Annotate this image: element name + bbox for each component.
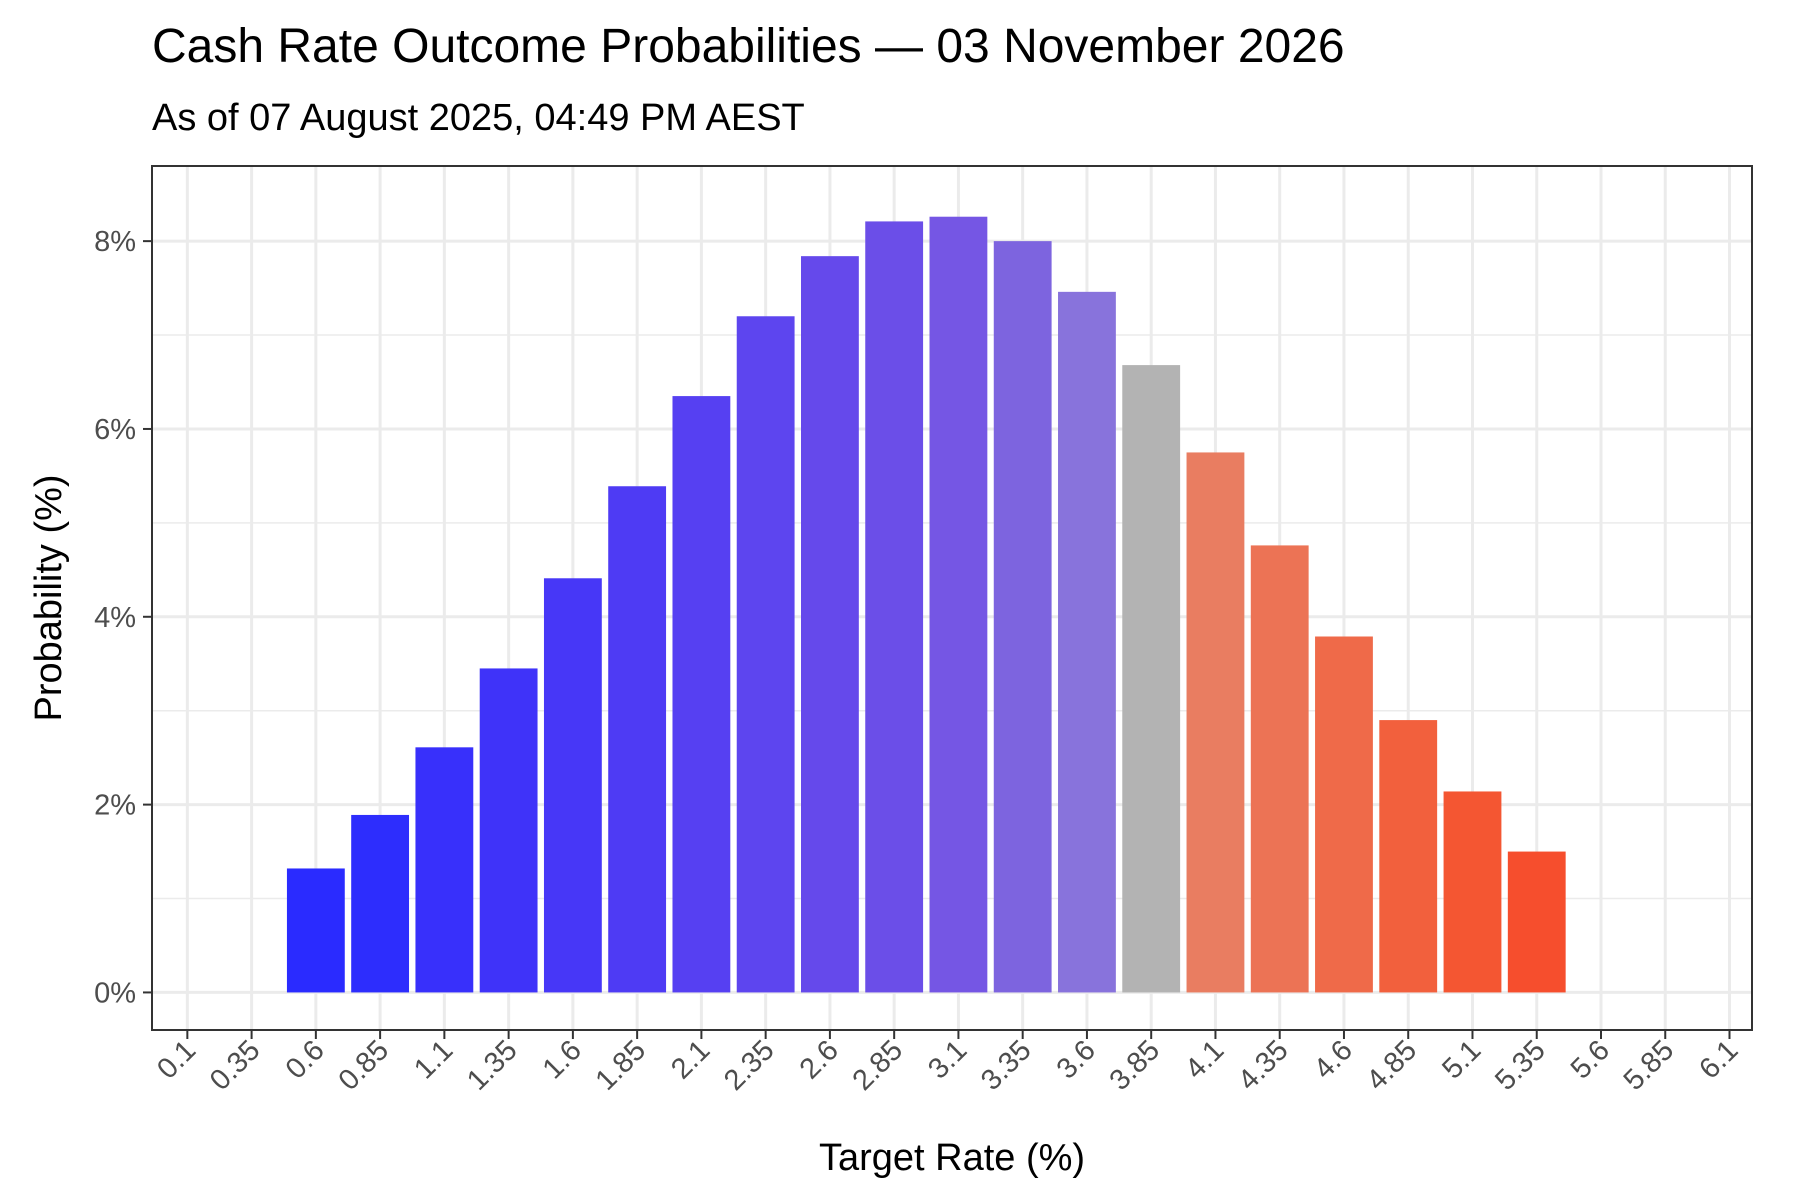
y-axis: 0% 2% 4% 6% 8% — [94, 226, 152, 1009]
bar — [929, 216, 988, 993]
x-axis-title: Target Rate (%) — [819, 1137, 1085, 1179]
y-tick-label: 6% — [94, 414, 136, 446]
bar — [415, 747, 474, 993]
panel-border — [151, 165, 1753, 1031]
bar — [800, 256, 859, 993]
bars — [286, 216, 1566, 993]
y-tick-label: 2% — [94, 790, 136, 822]
y-tick-label: 8% — [94, 226, 136, 258]
bar — [1122, 365, 1181, 993]
bar — [865, 221, 924, 993]
y-tick-label: 0% — [94, 977, 136, 1009]
chart-title: Cash Rate Outcome Probabilities — 03 Nov… — [152, 20, 1345, 73]
bar — [993, 241, 1052, 993]
bar — [286, 868, 345, 993]
bar — [1443, 791, 1502, 993]
bar — [1507, 851, 1566, 993]
bar — [1379, 720, 1438, 993]
y-axis-title: Probability (%) — [28, 474, 70, 721]
bar — [479, 668, 538, 993]
bar — [543, 578, 602, 993]
bar — [672, 396, 731, 993]
bar — [1315, 636, 1373, 993]
bar — [736, 316, 795, 993]
chart-subtitle: As of 07 August 2025, 04:49 PM AEST — [152, 97, 805, 139]
bar — [1250, 545, 1309, 993]
bar — [351, 814, 410, 993]
bar — [1058, 291, 1116, 993]
y-tick-label: 4% — [94, 602, 136, 634]
bar — [1186, 452, 1245, 993]
bar — [608, 486, 667, 993]
